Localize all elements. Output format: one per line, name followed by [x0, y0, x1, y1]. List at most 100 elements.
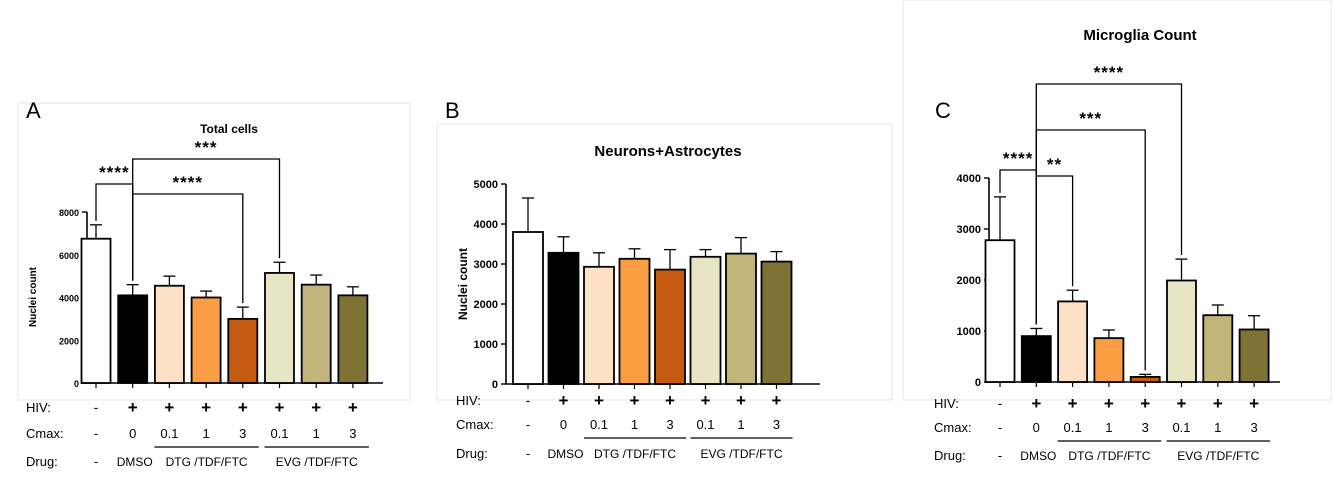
y-tick-label: 0: [975, 377, 981, 389]
y-tick-label: 4000: [59, 294, 79, 304]
hiv-value: +: [1140, 394, 1150, 413]
row-label-hiv: HIV:: [934, 396, 959, 411]
row-label-cmax: Cmax:: [934, 420, 972, 435]
cmax-value: 1: [313, 426, 320, 441]
cmax-value: -: [526, 417, 530, 432]
bar-6: [1202, 314, 1234, 383]
cmax-value: -: [94, 426, 98, 441]
bar-1: [1020, 335, 1052, 383]
chart-title: Neurons+Astrocytes: [594, 143, 741, 160]
hiv-value: +: [665, 391, 675, 410]
significance-label: ****: [1094, 63, 1124, 82]
y-tick-label: 5000: [474, 179, 498, 191]
hiv-value: -: [526, 392, 531, 408]
y-tick-label: 0: [74, 379, 79, 389]
panel-letter: B: [445, 98, 460, 123]
cmax-value: 0.1: [160, 426, 178, 441]
cmax-value: 1: [1214, 420, 1221, 435]
significance-label: ***: [1079, 109, 1102, 128]
y-tick-label: 2000: [474, 299, 498, 311]
bar-4: [1129, 375, 1161, 383]
y-tick-label: 3000: [474, 259, 498, 271]
hiv-value: +: [348, 398, 358, 417]
y-tick-label: 8000: [59, 208, 79, 218]
cmax-value: 1: [1105, 420, 1112, 435]
cmax-value: 0.1: [590, 417, 608, 432]
panel-a: A Total cells 0 2000 4000 6000 8000 Nuclei coun…: [17, 98, 411, 469]
significance-bracket: [132, 158, 281, 281]
bar-2: [583, 265, 615, 385]
y-tick-label: 1000: [474, 339, 498, 351]
y-tick-label: 0: [492, 379, 498, 391]
hiv-value: +: [772, 391, 782, 410]
hiv-value: +: [311, 398, 321, 417]
bar-7: [1238, 328, 1270, 383]
drug-group-dtg: DTG /TDF/FTC: [594, 447, 676, 461]
row-label-drug: Drug:: [26, 454, 58, 469]
y-axis-label: Nuclei count: [28, 266, 39, 327]
y-tick-label: 3000: [957, 224, 981, 236]
bar-5: [689, 255, 722, 385]
significance-label: **: [1047, 155, 1062, 174]
cmax-value: 3: [1250, 420, 1257, 435]
drug-dash: -: [998, 448, 1002, 463]
cmax-value: 1: [631, 417, 638, 432]
drug-dmso: DMSO: [1020, 449, 1056, 463]
y-tick-label: 2000: [957, 275, 981, 287]
panel-b: B Neurons+Astrocytes 0 1000 2000 3000 4000 5000…: [436, 98, 893, 461]
hiv-value: +: [1031, 394, 1041, 413]
significance-bracket: [132, 193, 244, 304]
hiv-value: +: [201, 398, 211, 417]
hiv-value: +: [1249, 394, 1259, 413]
bar-0: [512, 231, 544, 385]
hiv-value: +: [1177, 394, 1187, 413]
bar-7: [337, 294, 369, 384]
bar-1: [117, 294, 149, 384]
cmax-value: 1: [737, 417, 744, 432]
bar-6: [300, 283, 332, 384]
bar-4: [654, 268, 686, 385]
cmax-value: -: [998, 420, 1002, 435]
drug-group-dtg: DTG /TDF/FTC: [1068, 449, 1150, 463]
y-tick-label: 4000: [474, 219, 498, 231]
cmax-value: 0.1: [1172, 420, 1190, 435]
panel-letter: C: [935, 98, 951, 123]
cmax-value: 3: [773, 417, 780, 432]
drug-group-dtg: DTG /TDF/FTC: [166, 455, 248, 469]
hiv-value: +: [630, 391, 640, 410]
chart-title: Microglia Count: [1083, 27, 1196, 44]
cmax-value: 0: [129, 426, 136, 441]
bar-5: [1166, 279, 1197, 383]
significance-bracket: [1035, 83, 1183, 325]
row-label-drug: Drug:: [934, 448, 966, 463]
panel-frame: [17, 102, 411, 401]
y-axis-label: Nuclei count: [456, 248, 470, 320]
hiv-value: +: [238, 398, 248, 417]
bar-3: [190, 296, 222, 384]
drug-group-evg: EVG /TDF/FTC: [276, 455, 358, 469]
panel-frame: [902, 0, 1332, 401]
significance-label: ****: [1003, 149, 1033, 168]
bar-0: [80, 237, 112, 384]
row-label-hiv: HIV:: [456, 393, 481, 408]
cmax-value: 1: [202, 426, 209, 441]
cmax-value: 3: [349, 426, 356, 441]
row-label-cmax: Cmax:: [456, 417, 494, 432]
bar-2: [153, 284, 185, 384]
panel-frame: [436, 123, 893, 401]
y-tick-label: 4000: [957, 173, 981, 185]
cmax-value: 0: [1033, 420, 1040, 435]
bar-5: [264, 272, 295, 384]
chart-title: Total cells: [200, 122, 258, 136]
cmax-value: 3: [239, 426, 246, 441]
hiv-value: +: [164, 398, 174, 417]
hiv-value: +: [736, 391, 746, 410]
hiv-value: +: [275, 398, 285, 417]
drug-dash: -: [94, 454, 98, 469]
bar-1: [547, 251, 580, 385]
row-label-cmax: Cmax:: [26, 426, 64, 441]
drug-dash: -: [526, 446, 530, 461]
bar-4: [227, 317, 259, 384]
